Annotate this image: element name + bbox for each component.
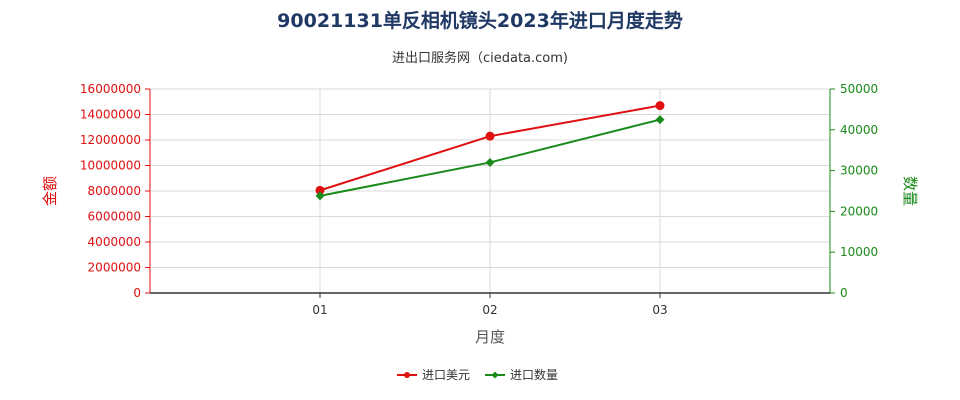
x-tick-label: 02 (482, 303, 497, 317)
data-point-circle[interactable] (485, 131, 495, 141)
x-axis-ticks: 01 02 03 (312, 293, 668, 317)
left-tick-label: 6000000 (88, 210, 141, 224)
data-point-circle[interactable] (315, 185, 325, 195)
legend-marker-diamond (491, 371, 499, 379)
left-tick-label: 0 (133, 286, 141, 300)
x-axis-title: 月度 (475, 328, 505, 346)
legend-marker-circle (404, 372, 410, 378)
series-layer (315, 101, 665, 201)
left-tick-label: 16000000 (80, 82, 141, 96)
right-tick-label: 40000 (840, 123, 878, 137)
data-point-diamond[interactable] (485, 157, 495, 167)
data-point-diamond[interactable] (315, 191, 325, 201)
right-tick-label: 20000 (840, 204, 878, 218)
left-tick-label: 12000000 (80, 133, 141, 147)
grid (149, 88, 831, 294)
right-tick-label: 50000 (840, 82, 878, 96)
left-tick-label: 2000000 (88, 261, 141, 275)
left-axis-title: 金额 (41, 176, 59, 206)
right-tick-label: 0 (840, 286, 848, 300)
chart-title: 90021131单反相机镜头2023年进口月度走势 (277, 9, 683, 32)
right-axis-title: 数量 (901, 176, 919, 206)
right-tick-label: 10000 (840, 245, 878, 259)
legend-label[interactable]: 进口美元 (422, 368, 470, 382)
x-tick-label: 01 (312, 303, 327, 317)
left-axis-ticks: 0 2000000 4000000 6000000 8000000 10000000 120… (80, 82, 150, 300)
data-point-diamond[interactable] (655, 115, 665, 125)
legend-label[interactable]: 进口数量 (510, 367, 558, 382)
x-tick-label: 03 (652, 303, 667, 317)
right-axis-ticks: 0 10000 20000 30000 40000 50000 (830, 82, 878, 300)
left-tick-label: 4000000 (88, 235, 141, 249)
right-tick-label: 30000 (840, 164, 878, 178)
left-tick-label: 14000000 (80, 108, 141, 122)
chart-subtitle: 进出口服务网（ciedata.com) (392, 50, 568, 66)
left-tick-label: 8000000 (88, 184, 141, 198)
legend[interactable]: 进口美元 进口数量 (397, 367, 558, 382)
data-point-circle[interactable] (655, 101, 665, 111)
left-tick-label: 10000000 (80, 159, 141, 173)
